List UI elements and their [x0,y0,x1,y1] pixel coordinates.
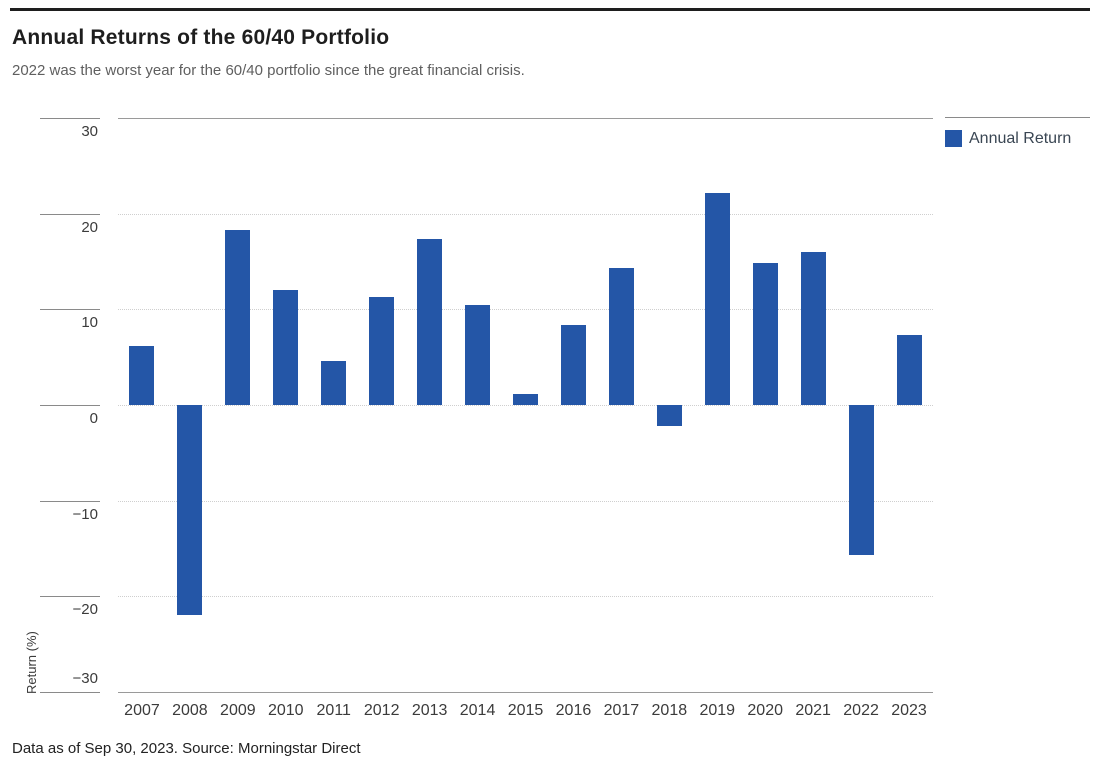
top-rule [10,8,1090,11]
bar-2007 [129,345,155,405]
plot-border-line [118,118,933,119]
y-tick-line-30 [40,118,100,119]
x-tick-label-2013: 2013 [411,702,448,719]
page-title: Annual Returns of the 60/40 Portfolio [12,26,390,49]
gridline-0 [118,405,933,406]
y-tick-label-10: 10 [81,314,98,332]
gridline--10 [118,500,933,502]
gridline--20 [118,596,933,598]
bar-2017 [608,268,634,405]
bar-2022 [848,405,874,556]
x-tick-label-2014: 2014 [459,702,496,719]
y-tick-label--10: −10 [72,505,98,523]
x-tick-label-2019: 2019 [699,702,736,719]
bar-2018 [656,405,682,427]
x-tick-label-2022: 2022 [843,702,879,719]
bar-2016 [560,324,586,405]
x-tick-label-2017: 2017 [603,702,640,719]
y-tick-line-0 [40,405,100,406]
bar-2013 [417,238,443,405]
source-note: Data as of Sep 30, 2023. Source: Morning… [12,740,361,757]
y-tick-label--20: −20 [72,601,98,619]
x-tick-label-2023: 2023 [891,702,927,719]
x-tick-label-2008: 2008 [172,702,208,719]
x-tick-label-2018: 2018 [651,702,688,719]
x-tick-label-2012: 2012 [363,702,400,719]
gridline-20 [118,213,933,215]
x-tick-label-2021: 2021 [795,702,831,719]
legend-label: Annual Return [969,130,1072,147]
bar-2008 [177,405,203,616]
bar-2015 [513,393,538,405]
x-tick-label-2020: 2020 [747,702,783,719]
x-tick-label-2009: 2009 [220,702,256,719]
plot-border-line [118,692,933,693]
y-tick-line--20 [40,596,100,598]
y-tick-line--10 [40,500,100,502]
bar-2020 [752,263,778,405]
x-tick-label-2007: 2007 [124,702,160,719]
bar-2011 [321,360,347,405]
x-tick-label-2011: 2011 [316,702,351,719]
chart-subtitle: 2022 was the worst year for the 60/40 po… [12,62,525,79]
x-tick-label-2010: 2010 [267,702,304,719]
bar-2010 [273,290,299,405]
y-tick-line--30 [40,692,100,693]
bar-2023 [896,335,922,405]
y-tick-label-30: 30 [81,123,98,140]
y-tick-label--30: −30 [72,670,98,687]
y-tick-line-20 [40,213,100,215]
x-tick-label-2016: 2016 [555,702,592,719]
y-tick-line-10 [40,309,100,311]
y-tick-label-0: 0 [89,410,98,427]
bar-2009 [225,229,251,405]
legend-swatch-icon [945,130,962,147]
bar-2021 [800,251,826,405]
bar-2012 [369,296,395,405]
legend-rule [945,117,1090,118]
gridline-10 [118,309,933,311]
y-axis-title: Return (%) [24,631,39,694]
bar-2019 [704,192,730,405]
x-tick-label-2015: 2015 [507,702,544,719]
bar-2014 [465,304,491,405]
y-tick-label-20: 20 [81,218,98,236]
